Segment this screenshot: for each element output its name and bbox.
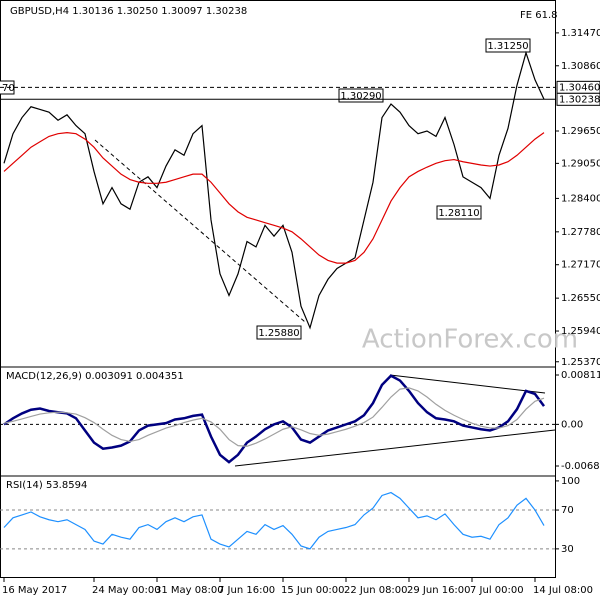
price-level-label: 1.30460 [559, 82, 600, 93]
annotation: 1.31250 [487, 41, 528, 52]
x-tick-label: 24 May 00:00 [92, 585, 161, 596]
trend-line [234, 429, 556, 467]
price-level-box [556, 92, 600, 106]
y-tick-label: 1.31470 [561, 28, 600, 39]
panel-title: MACD(12,26,9) 0.003091 0.004351 [6, 371, 184, 382]
annotation-box [436, 205, 482, 220]
y-tick-label: 1.27780 [561, 227, 600, 238]
y-tick-label: 1.30860 [561, 61, 600, 72]
x-tick-label: 7 Jul 00:00 [470, 585, 524, 596]
watermark: ActionForex.com [362, 325, 578, 355]
x-tick-label: 31 May 08:00 [155, 585, 224, 596]
y-tick-label: 0.008118 [561, 370, 600, 381]
x-tick-label: 16 May 2017 [2, 585, 67, 596]
trend-line [389, 374, 546, 394]
price-level-label: 1.30238 [559, 94, 600, 105]
series-line [3, 132, 545, 264]
frame [0, 0, 556, 578]
series-line [3, 387, 545, 447]
y-tick-label: 1.26550 [561, 293, 600, 304]
annotation-box [338, 88, 384, 103]
y-tick-label: 100 [561, 476, 580, 487]
x-tick-label: 14 Jul 08:00 [533, 585, 593, 596]
y-tick-label: 30 [561, 544, 574, 555]
annotation: 1.25880 [258, 328, 299, 339]
fe-note: FE 61.8 [520, 10, 558, 21]
y-tick-label: 70 [561, 505, 574, 516]
annotation-box [485, 38, 531, 53]
annotation: 70 [2, 83, 15, 94]
annotation-box [256, 325, 302, 340]
x-tick-label: 15 Jun 00:00 [281, 585, 345, 596]
y-tick-label: 1.29650 [561, 126, 600, 137]
annotation: 1.30290 [340, 91, 381, 102]
y-tick-label: 1.28400 [561, 193, 600, 204]
y-tick-label: 0.00 [561, 419, 583, 430]
y-tick-label: 1.27170 [561, 260, 600, 271]
chart-title: GBPUSD,H4 1.30136 1.30250 1.30097 1.3023… [10, 6, 247, 17]
x-tick-label: 7 Jun 16:00 [218, 585, 275, 596]
y-tick-label: -0.006844 [561, 461, 600, 472]
trend-line [94, 139, 306, 323]
panel-title: RSI(14) 53.8594 [6, 480, 87, 491]
y-tick-label: 1.25370 [561, 357, 600, 368]
y-tick-label: 1.25940 [561, 326, 600, 337]
annotation: 1.28110 [438, 208, 479, 219]
series-line [3, 491, 545, 550]
x-tick-label: 22 Jun 08:00 [344, 585, 408, 596]
series-line [3, 50, 545, 330]
x-tick-label: 29 Jun 16:00 [407, 585, 471, 596]
series-line [3, 374, 546, 464]
y-tick-label: 1.29050 [561, 158, 600, 169]
